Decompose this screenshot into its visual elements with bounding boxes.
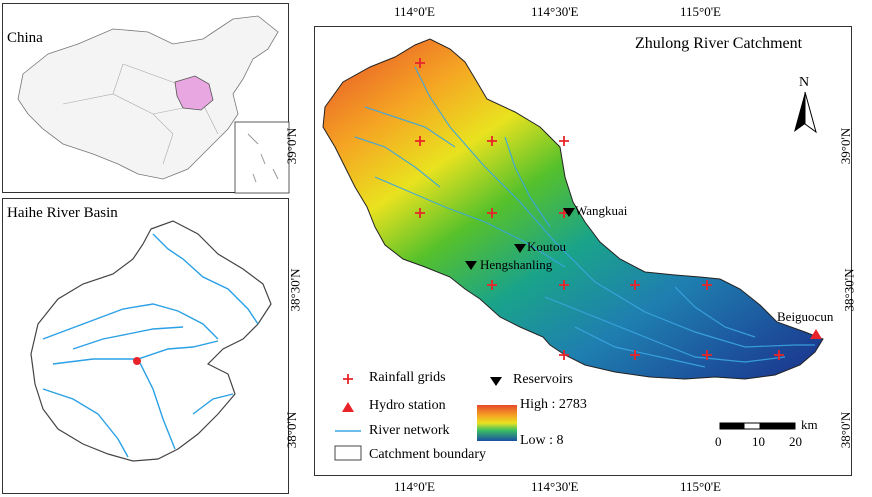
rain-cross <box>487 136 497 146</box>
scale-bar <box>719 422 796 430</box>
legend-rain-symbol <box>343 374 353 384</box>
rain-cross <box>559 136 569 146</box>
rain-cross <box>415 208 425 218</box>
rain-cross <box>487 208 497 218</box>
lat-tick-right-3: 38°0'N <box>838 411 854 449</box>
lon-tick-top-1: 114°0'E <box>394 4 435 19</box>
lat-tick-right-1: 39°0'N <box>838 127 854 165</box>
rain-cross <box>559 280 569 290</box>
haihe-basin-map <box>30 220 272 462</box>
rain-cross <box>630 350 640 360</box>
lon-tick-bottom-3: 115°0'E <box>680 479 721 494</box>
haihe-highlight-region <box>174 75 214 111</box>
river-trib-7 <box>574 326 706 368</box>
river-main <box>414 66 815 348</box>
legend-rainfall-label: Rainfall grids <box>369 370 446 385</box>
legend-symbols <box>334 374 517 461</box>
lat-tick-left-1: 39°0'N <box>284 127 300 165</box>
haihe-river-2 <box>42 303 219 340</box>
china-inset-panel: China <box>2 3 290 194</box>
south-china-sea-box <box>234 121 290 194</box>
scale-label-10: 10 <box>752 434 765 449</box>
haihe-inset-title: Haihe River Basin <box>7 205 118 221</box>
river-trib-1 <box>364 106 456 148</box>
haihe-basin-boundary <box>30 220 272 462</box>
rain-cross <box>415 136 425 146</box>
lat-tick-right-2: 38°30'N <box>841 268 857 312</box>
river-trib-5 <box>544 296 786 363</box>
hydro-station-beiguocun-label: Beiguocun <box>777 309 834 324</box>
lon-tick-top-3: 115°0'E <box>680 4 721 19</box>
rain-cross <box>630 280 640 290</box>
scale-label-0: 0 <box>715 434 722 449</box>
reservoir-hengshanling-label: Hengshanling <box>480 257 553 272</box>
legend-boundary-label: Catchment boundary <box>369 447 487 462</box>
haihe-river-7 <box>192 393 234 415</box>
legend-elevation-ramp <box>477 405 517 441</box>
legend-reservoirs-label: Reservoirs <box>513 372 573 387</box>
main-map-panel: Zhulong River Catchment N Wangkuai Kouto… <box>314 26 852 476</box>
river-trib-3 <box>354 136 441 188</box>
china-border <box>17 15 279 180</box>
lat-tick-left-3: 38°0'N <box>284 411 300 449</box>
haihe-river-5 <box>137 358 176 450</box>
catchment-map <box>322 38 824 461</box>
north-arrow <box>794 91 817 134</box>
lat-tick-left-2: 38°30'N <box>287 268 303 312</box>
legend-hydro-symbol <box>342 402 354 412</box>
legend-boundary-symbol <box>334 445 362 461</box>
lon-tick-bottom-2: 114°30'E <box>531 479 579 494</box>
rain-cross <box>487 280 497 290</box>
reservoir-koutou-label: Koutou <box>527 239 566 254</box>
lon-tick-bottom-1: 114°0'E <box>394 479 435 494</box>
elevation-high-label: High : 2783 <box>520 397 587 412</box>
haihe-river-1 <box>152 233 259 325</box>
rain-cross <box>702 280 712 290</box>
haihe-river-4 <box>72 326 184 350</box>
rain-cross <box>415 58 425 68</box>
south-china-sea-islands <box>247 133 279 183</box>
rain-cross <box>559 350 569 360</box>
legend-hydro-label: Hydro station <box>369 398 446 413</box>
reservoir-koutou-marker <box>514 244 526 253</box>
legend-river-label: River network <box>369 423 450 438</box>
river-trib-2 <box>374 176 566 268</box>
reservoir-wangkuai-marker <box>563 208 575 217</box>
china-inset-title: China <box>7 30 43 46</box>
scale-unit: km <box>801 417 818 432</box>
haihe-river-3 <box>52 340 219 365</box>
rain-cross <box>702 350 712 360</box>
north-label: N <box>799 75 810 90</box>
haihe-inset-panel: Haihe River Basin <box>2 198 289 494</box>
scale-label-20: 20 <box>789 434 802 449</box>
china-province-lines <box>62 63 219 165</box>
catchment-location-dot <box>133 357 141 365</box>
reservoir-wangkuai-label: Wangkuai <box>575 203 628 218</box>
haihe-river-6 <box>42 388 129 458</box>
main-map-title: Zhulong River Catchment <box>635 35 803 52</box>
china-outline-map <box>17 15 290 194</box>
hydro-station-beiguocun-marker <box>810 329 822 339</box>
river-trib-6 <box>674 286 756 338</box>
elevation-low-label: Low : 8 <box>520 433 564 448</box>
rain-cross <box>774 350 784 360</box>
river-trib-4 <box>504 136 551 228</box>
legend-reservoir-symbol <box>490 377 502 386</box>
rainfall-grid-markers <box>415 58 784 360</box>
reservoir-hengshanling-marker <box>465 261 477 270</box>
lon-tick-top-2: 114°30'E <box>531 4 579 19</box>
